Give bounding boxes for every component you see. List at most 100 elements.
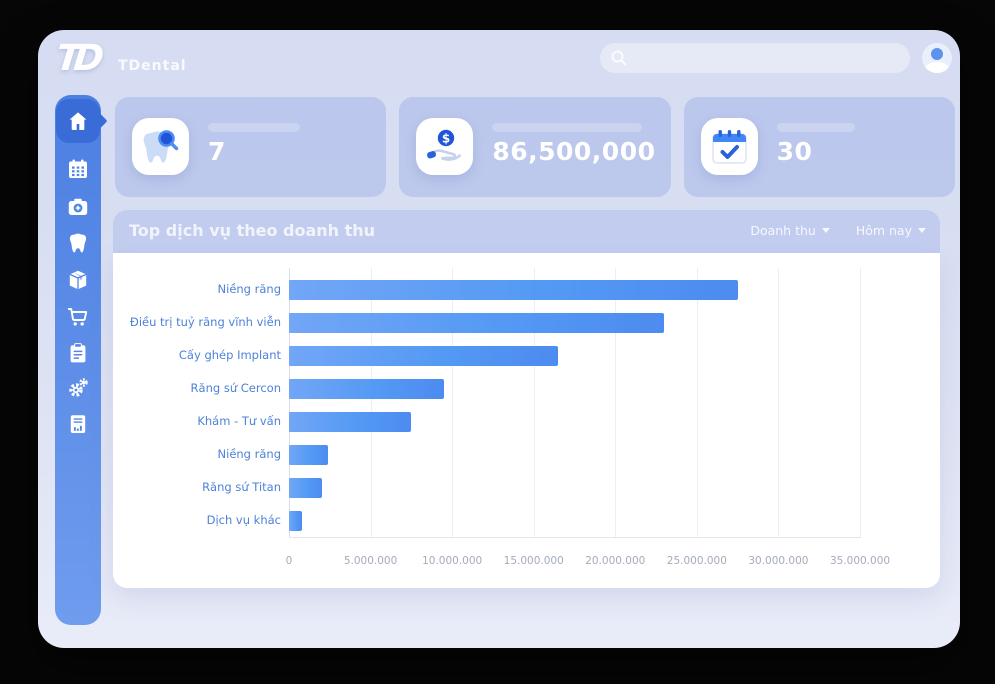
stat-value-appointments: 30 bbox=[776, 137, 813, 166]
chevron-down-icon bbox=[918, 228, 926, 233]
x-axis-tick-label: 5.000.000 bbox=[343, 555, 398, 567]
x-axis-tick-label: 35.000.000 bbox=[829, 555, 891, 567]
cart-icon bbox=[67, 308, 88, 326]
category-label: Cấy ghép Implant bbox=[178, 348, 281, 362]
sidebar-item-records[interactable] bbox=[66, 341, 90, 365]
tdental-logo-icon: TD bbox=[54, 38, 99, 79]
camera-icon bbox=[68, 198, 88, 215]
sidebar bbox=[55, 95, 101, 625]
gridline bbox=[289, 268, 290, 537]
revenue-bar bbox=[289, 445, 329, 465]
stat-value-revenue: 86,500,000 bbox=[492, 137, 656, 166]
app-window: TD TDental bbox=[38, 30, 960, 648]
gridline bbox=[778, 268, 780, 537]
x-axis-line bbox=[289, 537, 861, 538]
chart-row: Cấy ghép Implant bbox=[113, 339, 940, 372]
bar-track bbox=[289, 445, 860, 465]
bar-track bbox=[289, 478, 860, 498]
period-dropdown-label: Hôm nay bbox=[855, 223, 912, 238]
chart-row: Dịch vụ khác bbox=[113, 504, 940, 537]
stat-card-appointments: 30 bbox=[683, 97, 955, 197]
sidebar-item-settings[interactable] bbox=[66, 376, 90, 400]
revenue-bar bbox=[289, 346, 559, 366]
x-axis-tick-label: 0 bbox=[285, 555, 293, 567]
svg-text:$: $ bbox=[442, 132, 450, 146]
tooth-search-icon bbox=[132, 118, 189, 175]
sidebar-item-imaging[interactable] bbox=[66, 195, 90, 219]
chevron-down-icon bbox=[821, 228, 830, 233]
metric-dropdown[interactable]: Doanh thu bbox=[750, 223, 830, 238]
stat-card-revenue: $ 86,500,000 bbox=[399, 97, 671, 197]
stat-cards-row: 7 $ 86,500,000 bbox=[115, 97, 955, 197]
sidebar-item-calendar[interactable] bbox=[66, 157, 90, 181]
revenue-bar bbox=[289, 280, 738, 300]
settings-gears-icon bbox=[69, 378, 88, 397]
report-icon bbox=[70, 415, 86, 433]
sidebar-item-sales[interactable] bbox=[66, 305, 90, 329]
app-title: TDental bbox=[118, 58, 187, 74]
search-icon bbox=[611, 50, 627, 66]
chart-row: Răng sứ Cercon bbox=[113, 372, 940, 405]
category-label: Điều trị tuỷ răng vĩnh viễn bbox=[129, 315, 281, 329]
gridline bbox=[615, 268, 617, 537]
x-axis-tick-label: 10.000.000 bbox=[422, 555, 483, 567]
category-label: Niềng răng bbox=[217, 447, 281, 461]
bar-track bbox=[289, 280, 860, 300]
search-input[interactable] bbox=[600, 43, 910, 73]
section-title: Top dịch vụ theo doanh thu bbox=[129, 221, 376, 240]
chart-row: Niềng răng bbox=[113, 273, 940, 306]
chart-row: Điều trị tuỷ răng vĩnh viễn bbox=[113, 306, 940, 339]
avatar-head bbox=[931, 48, 943, 60]
x-axis-tick-label: 20.000.000 bbox=[585, 555, 646, 567]
sidebar-item-dental[interactable] bbox=[66, 231, 90, 255]
period-dropdown[interactable]: Hôm nay bbox=[856, 223, 926, 238]
calendar-check-icon bbox=[700, 118, 758, 175]
topbar: TD TDental bbox=[38, 30, 960, 92]
sidebar-item-reports[interactable] bbox=[66, 412, 90, 436]
revenue-bar bbox=[289, 478, 322, 498]
category-label: Niềng răng bbox=[217, 282, 281, 296]
category-label: Răng sứ Titan bbox=[202, 480, 281, 494]
clipboard-icon bbox=[70, 343, 86, 363]
category-label: Dịch vụ khác bbox=[206, 513, 281, 527]
x-axis-tick-label: 30.000.000 bbox=[748, 555, 809, 567]
bar-track bbox=[289, 511, 860, 531]
package-icon bbox=[69, 270, 87, 290]
revenue-bar bbox=[289, 379, 444, 399]
x-axis-tick-label: 15.000.000 bbox=[503, 555, 564, 567]
bar-track bbox=[289, 412, 860, 432]
category-label: Khám - Tư vấn bbox=[197, 414, 281, 428]
gridline bbox=[860, 268, 861, 537]
chart-rows: Niềng răng Điều trị tuỷ răng vĩnh viễn Cấy… bbox=[113, 273, 940, 537]
revenue-bar-chart: 0 5.000.000 10.000.000 15.000.000 20.000.000… bbox=[113, 253, 940, 588]
user-avatar[interactable] bbox=[922, 43, 952, 73]
bar-track bbox=[289, 313, 860, 333]
tooth-icon bbox=[69, 233, 87, 253]
chart-row: Niềng răng bbox=[113, 438, 940, 471]
stat-value-exams: 7 bbox=[208, 137, 226, 166]
revenue-bar bbox=[289, 412, 412, 432]
top-services-section: Top dịch vụ theo doanh thu Doanh thu Hôm… bbox=[113, 210, 940, 588]
bar-track bbox=[289, 346, 860, 366]
revenue-bar bbox=[289, 313, 665, 333]
gridline bbox=[696, 268, 698, 537]
metric-dropdown-label: Doanh thu bbox=[750, 223, 816, 238]
chart-row: Khám - Tư vấn bbox=[113, 405, 940, 438]
sidebar-item-inventory[interactable] bbox=[66, 268, 90, 292]
money-hand-icon: $ bbox=[416, 118, 474, 175]
faded-label bbox=[776, 123, 855, 132]
avatar-shoulders bbox=[925, 62, 949, 73]
faded-label bbox=[208, 123, 300, 132]
home-icon bbox=[69, 112, 87, 130]
bar-track bbox=[289, 379, 860, 399]
stat-card-exams: 7 bbox=[115, 97, 387, 197]
category-label: Răng sứ Cercon bbox=[190, 381, 281, 395]
section-filters: Doanh thu Hôm nay bbox=[750, 223, 926, 238]
section-header: Top dịch vụ theo doanh thu Doanh thu Hôm… bbox=[113, 210, 940, 253]
chart-row: Răng sứ Titan bbox=[113, 471, 940, 504]
gridline bbox=[533, 268, 535, 537]
revenue-bar bbox=[289, 511, 303, 531]
sidebar-item-home[interactable] bbox=[56, 99, 100, 143]
calendar-icon bbox=[69, 159, 87, 178]
gridline bbox=[370, 268, 372, 537]
